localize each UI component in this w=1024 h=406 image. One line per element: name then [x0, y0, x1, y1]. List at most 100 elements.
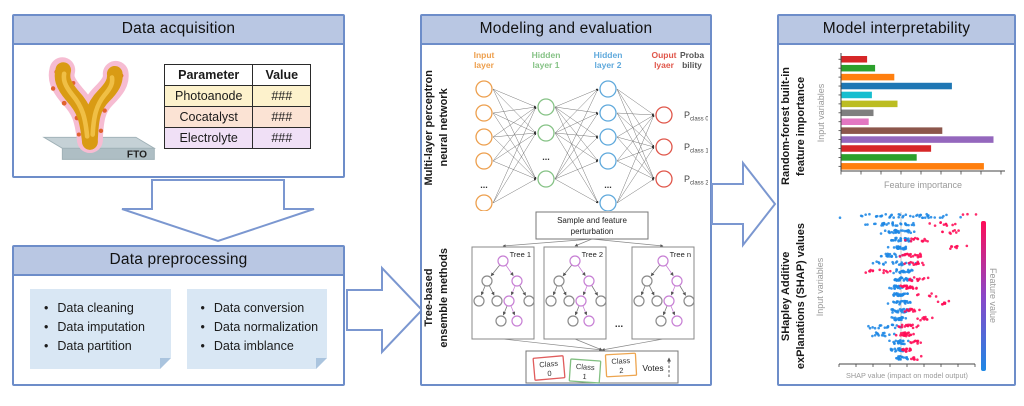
list-item: Data conversion	[195, 298, 324, 317]
nn-node	[599, 128, 617, 146]
bar	[841, 127, 943, 134]
list-item: Data imputation	[38, 317, 167, 336]
tree-node	[511, 275, 523, 287]
table-row: Photoanode ###	[163, 84, 312, 107]
photoanode-illustration: FTO	[42, 57, 156, 161]
svg-text:Hidden: Hidden	[594, 50, 623, 60]
list-item: Data normalization	[195, 317, 324, 336]
tree-node	[569, 255, 581, 267]
svg-text:perturbation: perturbation	[571, 227, 614, 236]
panel-data-acquisition: Data acquisition	[12, 14, 345, 178]
svg-text:0: 0	[547, 369, 552, 378]
tree-node	[657, 255, 669, 267]
nn-node	[475, 194, 493, 211]
nn-output-label: Pclass 1	[684, 142, 708, 155]
sticky-note: Data cleaningData imputationData partiti…	[30, 289, 171, 369]
tree-ensemble-diagram: Sample and feature perturbation Tree 1 Tree…	[471, 211, 695, 384]
svg-text:layer: layer	[474, 60, 495, 70]
svg-text:Sample and feature: Sample and feature	[557, 216, 627, 225]
tree-node	[683, 295, 695, 307]
bar	[841, 118, 869, 125]
shap-row	[864, 221, 957, 227]
svg-text:bility: bility	[682, 60, 702, 70]
panel-modeling-evaluation: Modeling and evaluation Multi-layer perc…	[420, 14, 712, 386]
rf-side-label: Random-forest built-in feature importanc…	[780, 67, 807, 185]
rf-importance-section: Random-forest built-in feature importanc…	[779, 45, 1014, 207]
value-cell: ###	[252, 84, 312, 107]
shap-summary-plot: SHAP value (impact on model output) Input…	[815, 212, 978, 380]
flow-arrow-right-2	[711, 160, 777, 248]
shap-row	[879, 228, 960, 235]
nn-layer-input-layer: Inputlayer...	[474, 50, 495, 211]
tree-node	[671, 275, 683, 287]
nn-node	[537, 98, 555, 116]
tree-box: Tree 1	[471, 246, 535, 340]
svg-text:...: ...	[604, 180, 612, 190]
nn-node	[599, 194, 617, 211]
shap-row	[892, 291, 938, 298]
svg-text:Input: Input	[474, 50, 495, 60]
parameter-table: Parameter Value Photoanode ### Cocatalyst #…	[163, 63, 312, 149]
shap-row	[890, 236, 929, 243]
tree-node	[671, 315, 683, 327]
tree-node	[663, 295, 675, 307]
nn-section: Multi-layer perceptron neural network In…	[422, 45, 710, 211]
tree-node	[495, 315, 507, 327]
tree-node	[575, 295, 587, 307]
tree-node	[567, 315, 579, 327]
flow-arrow-right-1	[346, 265, 424, 355]
nn-node	[475, 152, 493, 170]
tree-node	[633, 295, 645, 307]
bar	[841, 73, 895, 81]
nn-node	[655, 138, 673, 156]
flow-arrow-down	[121, 179, 315, 243]
y-axis-label: Input variables	[815, 257, 825, 316]
colorbar-wrap: Feature value	[981, 216, 998, 376]
feature-value-colorbar	[981, 221, 986, 371]
value-cell: ###	[252, 105, 312, 128]
colorbar-label: Feature value	[988, 268, 998, 324]
tree-node	[473, 295, 485, 307]
bar	[841, 64, 876, 72]
shap-row	[890, 307, 921, 314]
svg-text:layer 2: layer 2	[595, 60, 622, 70]
bar	[841, 136, 994, 143]
x-axis-label: SHAP value (impact on model output)	[846, 371, 968, 380]
svg-text:Class: Class	[611, 356, 630, 366]
x-axis-label: Feature importance	[884, 180, 962, 190]
svg-text:1: 1	[582, 372, 587, 381]
svg-text:layer 1: layer 1	[533, 60, 560, 70]
svg-text:Class: Class	[576, 362, 596, 372]
table-header-value: Value	[252, 63, 312, 86]
tree-node	[497, 255, 509, 267]
nn-node	[475, 80, 493, 98]
bar	[841, 56, 868, 63]
nn-node	[475, 128, 493, 146]
bar	[841, 91, 872, 99]
tree-node	[553, 275, 565, 287]
bar	[841, 109, 874, 117]
tree-node	[651, 295, 663, 307]
svg-text:Proba: Proba	[680, 50, 704, 60]
bar	[841, 145, 932, 152]
shap-side-label: SHapley Additive exPlanations (SHAP) val…	[780, 222, 807, 370]
shap-row	[864, 268, 914, 275]
shap-row	[888, 339, 923, 346]
svg-text:...: ...	[480, 180, 488, 190]
perturbation-box	[535, 211, 649, 240]
folded-corner-icon	[159, 358, 171, 369]
param-cell: Photoanode	[163, 84, 254, 107]
tree-box: Tree n	[631, 246, 695, 340]
svg-text:Tree 2: Tree 2	[582, 250, 603, 259]
nn-node	[537, 170, 555, 188]
tree-node	[583, 315, 595, 327]
svg-text:Ouput: Ouput	[651, 50, 676, 60]
nn-node	[599, 152, 617, 170]
panel-model-interpretability: Model interpretability Random-forest bui…	[777, 14, 1016, 386]
tree-node	[583, 275, 595, 287]
photoanode-structure	[54, 62, 123, 150]
